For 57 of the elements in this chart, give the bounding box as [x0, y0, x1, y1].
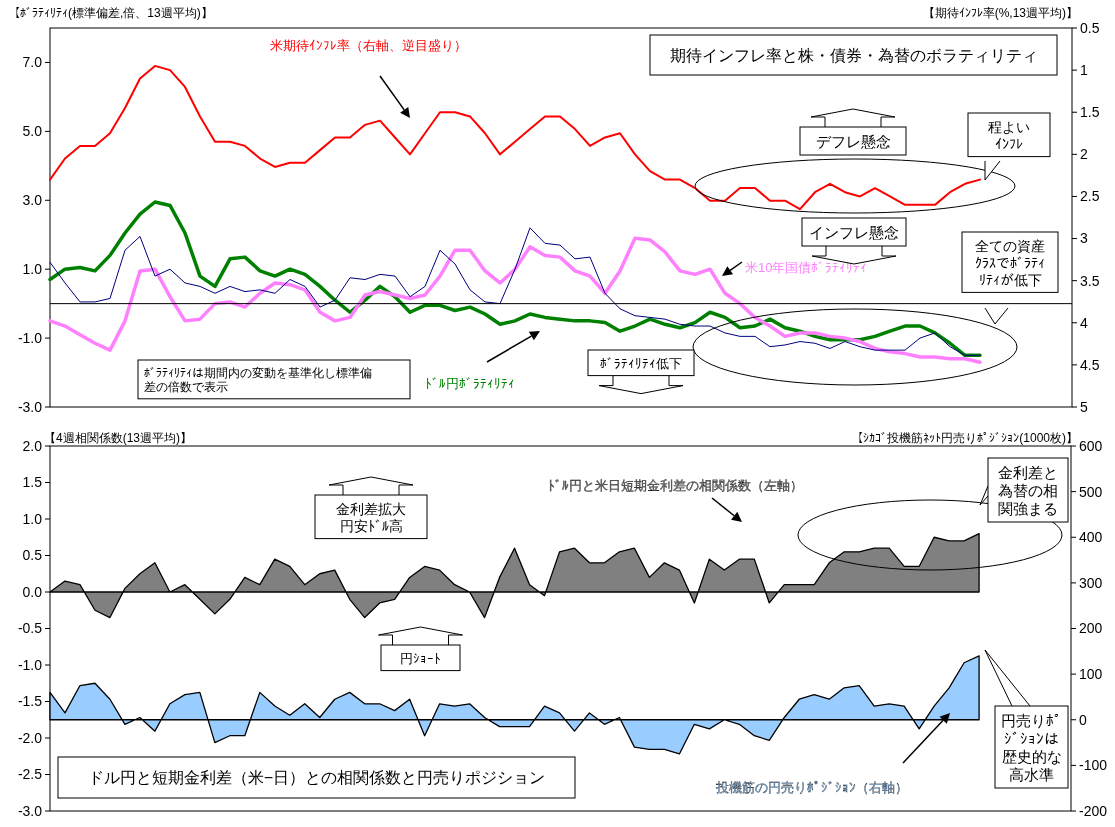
y-tick-label: 1.0 — [22, 510, 43, 527]
y2-tick-label: 1.5 — [1080, 104, 1100, 121]
text: ﾄﾞﾙ円と米日短期金利差の相関係数（左軸） — [548, 478, 803, 493]
annotation: 全ての資産ｸﾗｽでﾎﾞﾗﾃｨﾘﾃｨが低下 — [975, 238, 1045, 288]
text: ドル円と短期金利差（米−日）との相関係数と円売りポジション — [87, 769, 546, 787]
y2-tick-label: 2 — [1080, 146, 1088, 163]
y-tick-label: -2.5 — [17, 766, 43, 783]
y-tick-label: -1.5 — [17, 693, 43, 710]
annotation: 程よいｲﾝﾌﾚ — [988, 119, 1030, 152]
y-tick-label: -1.0 — [17, 329, 43, 346]
line-series — [49, 64, 981, 211]
y2-tick-label: 0.5 — [1080, 19, 1100, 36]
y-tick-label: 7.0 — [22, 54, 43, 71]
text: 期待インフレ率と株・債券・為替のボラティリティ — [669, 46, 1038, 64]
y-axis-title: 【ﾎﾞﾗﾃｨﾘﾃｨ(標準偏差,倍、13週平均)】 — [8, 6, 213, 20]
y-tick-label: -2.0 — [17, 729, 43, 746]
y2-tick-label: 4.5 — [1080, 356, 1100, 373]
text: ﾄﾞﾙ円ﾎﾞﾗﾃｨﾘﾃｨ — [425, 376, 515, 391]
y2-tick-label: 500 — [1079, 483, 1103, 500]
annotation: インフレ懸念 — [809, 224, 899, 241]
y2-tick-label: -100 — [1079, 757, 1108, 774]
y-tick-label: 0.5 — [22, 547, 43, 564]
y2-tick-label: 4 — [1080, 314, 1088, 331]
text: 米期待ｲﾝﾌﾚ率（右軸、逆目盛り） — [270, 38, 467, 53]
y-tick-label: 1.0 — [22, 261, 43, 278]
y-tick-label: -3.0 — [17, 802, 43, 819]
y-tick-label: -3.0 — [17, 398, 43, 415]
text: 投機筋の円売りﾎﾟｼﾞｼｮﾝ（右軸） — [715, 780, 908, 795]
y2-axis-title: 【ｼｶｺﾞ投機筋ﾈｯﾄ円売りﾎﾟｼﾞｼｮﾝ(1000枚)】 — [851, 431, 1078, 445]
annotation: ﾎﾞﾗﾃｨﾘﾃｨは期間内の変動を基準化し標準偏差の倍数で表示 — [144, 366, 372, 395]
annotation: 円売りﾎﾟｼﾞｼｮﾝは歴史的な高水準 — [1001, 712, 1062, 783]
y2-tick-label: 100 — [1079, 666, 1103, 683]
y2-tick-label: 200 — [1079, 620, 1103, 637]
annotation: 円ｼｮｰﾄ — [400, 651, 441, 666]
annotation: 金利差と為替の相関強まる — [998, 464, 1058, 517]
y-tick-label: -0.5 — [17, 620, 43, 637]
y-tick-label: 0.0 — [22, 583, 43, 600]
y-tick-label: 2.0 — [22, 437, 43, 454]
y-tick-label: 5.0 — [22, 123, 43, 140]
y2-tick-label: 3.5 — [1080, 272, 1100, 289]
y2-tick-label: -200 — [1079, 802, 1108, 819]
y2-axis-title: 【期待ｲﾝﾌﾚ率(%,13週平均)】 — [922, 6, 1078, 20]
y2-tick-label: 2.5 — [1080, 188, 1100, 205]
annotation: デフレ懸念 — [815, 133, 891, 150]
y2-tick-label: 1 — [1080, 62, 1088, 79]
annotation: 金利差拡大円安ﾄﾞﾙ高 — [336, 501, 406, 534]
annotation: ﾎﾞﾗﾃｨﾘﾃｨ低下 — [600, 356, 682, 371]
y2-tick-label: 0 — [1079, 711, 1087, 728]
y2-tick-label: 600 — [1079, 437, 1103, 454]
y-tick-label: 1.5 — [22, 474, 43, 491]
y-tick-label: 3.0 — [22, 192, 43, 209]
y2-tick-label: 400 — [1079, 529, 1103, 546]
y2-tick-label: 5 — [1080, 398, 1088, 415]
y2-tick-label: 3 — [1080, 230, 1088, 247]
y-axis-title: 【4週相関係数(13週平均)】 — [44, 431, 193, 445]
y2-tick-label: 300 — [1079, 574, 1103, 591]
y-tick-label: -1.0 — [17, 656, 43, 673]
